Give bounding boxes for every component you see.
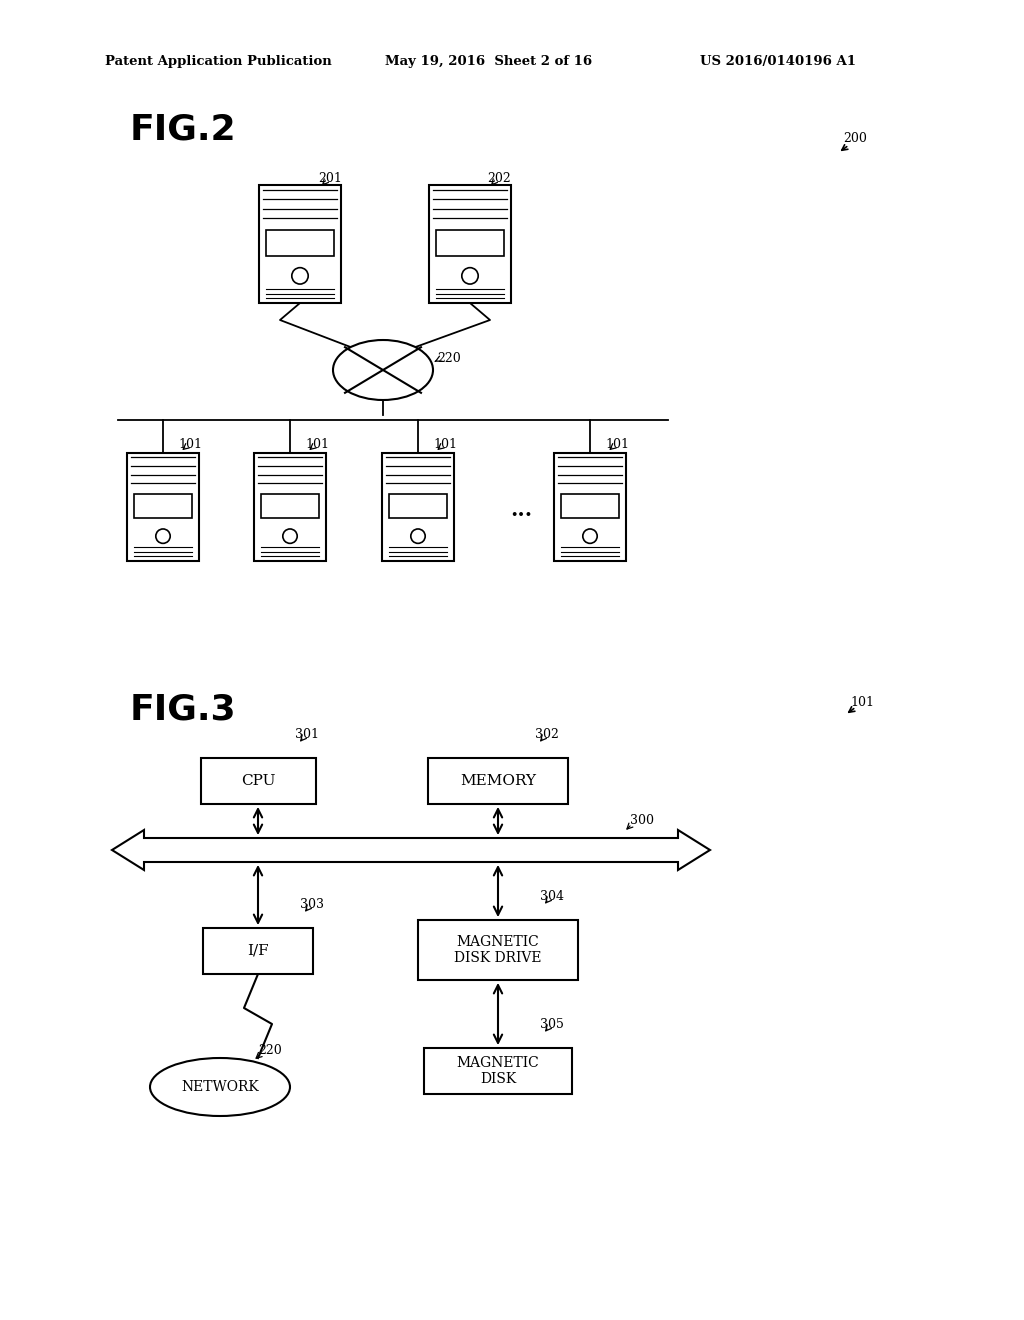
Text: 302: 302 (535, 729, 559, 742)
Ellipse shape (150, 1059, 290, 1115)
Bar (424, 1048, 572, 1094)
Text: 220: 220 (258, 1044, 282, 1056)
Bar (554, 453, 626, 561)
Circle shape (462, 268, 478, 284)
Text: 101: 101 (605, 438, 629, 451)
Bar (254, 453, 326, 561)
Bar (429, 185, 511, 304)
Text: 202: 202 (487, 172, 511, 185)
Text: I/F: I/F (247, 944, 269, 958)
Text: US 2016/0140196 A1: US 2016/0140196 A1 (700, 55, 856, 69)
Text: 200: 200 (843, 132, 867, 144)
Bar (203, 928, 313, 974)
Text: May 19, 2016  Sheet 2 of 16: May 19, 2016 Sheet 2 of 16 (385, 55, 592, 69)
Text: 101: 101 (305, 438, 329, 451)
Text: 101: 101 (178, 438, 202, 451)
Bar (261, 494, 319, 517)
Bar (389, 494, 447, 517)
Text: Patent Application Publication: Patent Application Publication (105, 55, 332, 69)
Text: 220: 220 (437, 351, 461, 364)
Text: 303: 303 (300, 899, 324, 912)
Bar (134, 494, 193, 517)
Bar (561, 494, 618, 517)
Text: 305: 305 (540, 1019, 564, 1031)
Bar (201, 758, 315, 804)
Bar (436, 230, 504, 256)
Text: 101: 101 (850, 696, 874, 709)
Circle shape (283, 529, 297, 544)
Text: CPU: CPU (241, 774, 275, 788)
Bar (428, 758, 568, 804)
Bar (266, 230, 334, 256)
Text: 101: 101 (433, 438, 457, 451)
Bar (382, 453, 454, 561)
Bar (418, 920, 578, 979)
Text: ...: ... (510, 500, 532, 520)
Bar (127, 453, 199, 561)
Text: NETWORK: NETWORK (181, 1080, 259, 1094)
Text: MAGNETIC
DISK: MAGNETIC DISK (457, 1056, 540, 1086)
Circle shape (583, 529, 597, 544)
Text: FIG.2: FIG.2 (130, 114, 237, 147)
Text: 304: 304 (540, 891, 564, 903)
Polygon shape (112, 830, 710, 870)
Text: MAGNETIC
DISK DRIVE: MAGNETIC DISK DRIVE (455, 935, 542, 965)
Text: 201: 201 (318, 172, 342, 185)
Ellipse shape (333, 341, 433, 400)
Text: 300: 300 (630, 813, 654, 826)
Circle shape (411, 529, 425, 544)
Text: MEMORY: MEMORY (460, 774, 536, 788)
Bar (259, 185, 341, 304)
Text: 301: 301 (295, 729, 319, 742)
Circle shape (156, 529, 170, 544)
Text: FIG.3: FIG.3 (130, 693, 237, 727)
Circle shape (292, 268, 308, 284)
